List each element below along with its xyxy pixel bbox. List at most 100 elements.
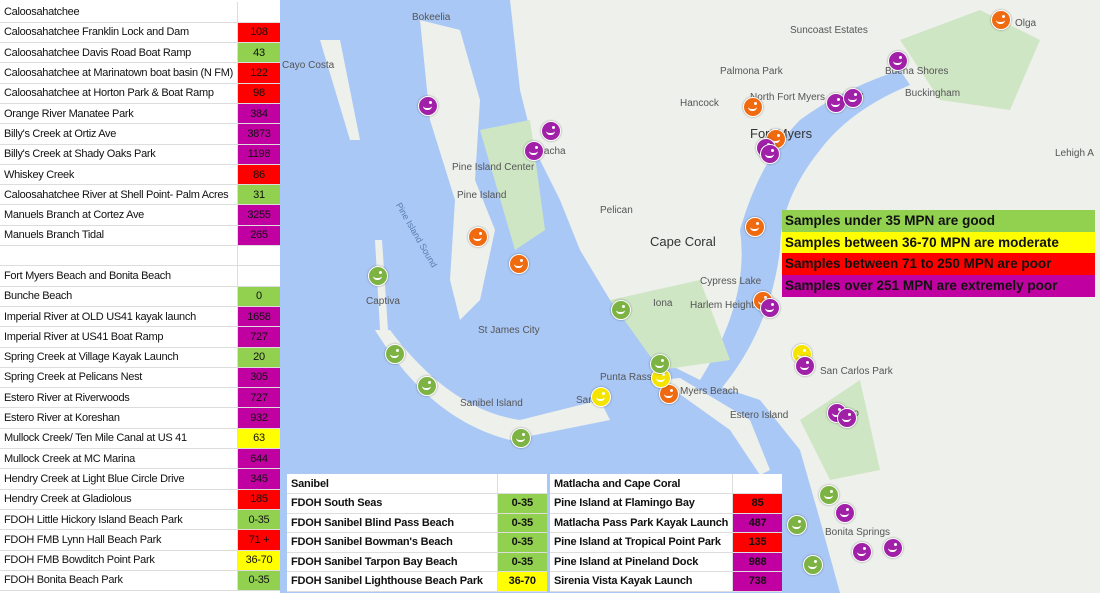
map-label: Estero Island [730, 410, 789, 421]
sample-site-marker-extreme[interactable] [835, 503, 855, 523]
sample-value: 36-70 [236, 550, 280, 571]
map-label: Punta Rassa [600, 372, 658, 383]
table-row: Spring Creek at Pelicans Nest 305 [0, 367, 280, 389]
table-row: FDOH Sanibel Blind Pass Beach 0-35 [287, 513, 547, 533]
site-name: FDOH South Seas [287, 493, 497, 514]
sample-site-marker-extreme[interactable] [418, 96, 438, 116]
site-name: Hendry Creek at Light Blue Circle Drive [0, 468, 238, 490]
sample-site-marker-extreme[interactable] [760, 144, 780, 164]
sample-value: 0-35 [496, 493, 547, 514]
map-label: Cayo Costa [282, 60, 335, 71]
map-label: Myers Beach [680, 386, 739, 397]
sample-site-marker-moderate[interactable] [591, 387, 611, 407]
legend-item-good: Samples under 35 MPN are good [782, 210, 1095, 232]
map-label: Pine Island [457, 190, 507, 201]
sample-value: 1658 [236, 306, 280, 328]
table-row: Manuels Branch Tidal 265 [0, 225, 280, 247]
sample-site-marker-extreme[interactable] [541, 121, 561, 141]
sample-value: 738 [732, 571, 782, 592]
site-name: Spring Creek at Village Kayak Launch [0, 347, 238, 368]
table-row: FDOH Sanibel Tarpon Bay Beach 0-35 [287, 552, 547, 572]
table-row: Estero River at Koreshan 932 [0, 407, 280, 429]
sample-site-marker-good[interactable] [511, 428, 531, 448]
sample-value: 727 [236, 326, 280, 348]
matlacha-cape-coral-table: Matlacha and Cape Coral Pine Island at Fl… [550, 474, 782, 592]
sample-value: 727 [236, 387, 280, 409]
table-section-header: Sanibel [287, 474, 547, 494]
table-row: Pine Island at Flamingo Bay 85 [550, 493, 782, 514]
table-row: Imperial River at US41 Boat Ramp 727 [0, 326, 280, 348]
table-row: Manuels Branch at Cortez Ave 3255 [0, 204, 280, 226]
table-row: Orange River Manatee Park 384 [0, 103, 280, 125]
table-section-header: Caloosahatchee [0, 2, 280, 23]
sample-site-marker-poor[interactable] [468, 227, 488, 247]
site-name: Sirenia Vista Kayak Launch [550, 571, 733, 592]
sample-value [236, 245, 280, 267]
sample-site-marker-good[interactable] [368, 266, 388, 286]
sample-site-marker-extreme[interactable] [843, 88, 863, 108]
legend-item-poor: Samples between 71 to 250 MPN are poor [782, 253, 1095, 276]
table-row: FDOH South Seas 0-35 [287, 493, 547, 514]
table-row: Spring Creek at Village Kayak Launch 20 [0, 347, 280, 368]
table-row: Whiskey Creek 86 [0, 164, 280, 186]
sample-site-marker-good[interactable] [650, 354, 670, 374]
map-label: Suncoast Estates [790, 25, 868, 36]
sample-value: 487 [732, 513, 782, 533]
table-row: Caloosahatchee at Marinatown boat basin … [0, 62, 280, 84]
sample-value: 305 [236, 367, 280, 389]
sample-site-marker-poor[interactable] [743, 97, 763, 117]
sample-site-marker-extreme[interactable] [888, 51, 908, 71]
sample-site-marker-extreme[interactable] [883, 538, 903, 558]
table-row: FDOH Sanibel Lighthouse Beach Park 36-70 [287, 571, 547, 592]
sample-value [732, 474, 782, 494]
sanibel-table: Sanibel FDOH South Seas 0-35 FDOH Sanibel B… [287, 474, 547, 592]
table-row: Bunche Beach 0 [0, 286, 280, 307]
site-name: Pine Island at Flamingo Bay [550, 493, 733, 514]
table-row: Mullock Creek at MC Marina 644 [0, 448, 280, 470]
site-name: FDOH FMB Bowditch Point Park [0, 550, 238, 571]
table-row: Sirenia Vista Kayak Launch 738 [550, 571, 782, 592]
table-section-header: Fort Myers Beach and Bonita Beach [0, 265, 280, 287]
sample-site-marker-extreme[interactable] [524, 141, 544, 161]
site-name: FDOH Little Hickory Island Beach Park [0, 509, 238, 531]
map-label: Pine Island Center [452, 162, 535, 173]
site-name: FDOH FMB Lynn Hall Beach Park [0, 529, 238, 551]
table-row: Caloosahatchee River at Shell Point- Pal… [0, 184, 280, 206]
sample-value: 63 [236, 428, 280, 450]
sample-value: 108 [236, 22, 280, 44]
table-row: Caloosahatchee at Horton Park & Boat Ram… [0, 83, 280, 104]
table-row: Mullock Creek/ Ten Mile Canal at US 41 63 [0, 428, 280, 450]
table-row: Pine Island at Pineland Dock 988 [550, 552, 782, 572]
sample-site-marker-good[interactable] [803, 555, 823, 575]
map-label: Cape Coral [650, 234, 716, 249]
sample-value: 71 + [236, 529, 280, 551]
sample-value: 644 [236, 448, 280, 470]
sample-site-marker-extreme[interactable] [837, 408, 857, 428]
table-row: Caloosahatchee Franklin Lock and Dam 108 [0, 22, 280, 44]
sample-value [496, 474, 547, 494]
sample-value: 0-35 [496, 552, 547, 572]
sample-value: 988 [732, 552, 782, 572]
sample-site-marker-extreme[interactable] [760, 298, 780, 318]
site-name: Hendry Creek at Gladiolous [0, 489, 238, 510]
site-name: Estero River at Riverwoods [0, 387, 238, 409]
sample-site-marker-good[interactable] [385, 344, 405, 364]
sample-site-marker-good[interactable] [611, 300, 631, 320]
sample-site-marker-good[interactable] [417, 376, 437, 396]
site-name: Billy's Creek at Ortiz Ave [0, 123, 238, 145]
table-row: Caloosahatchee Davis Road Boat Ramp 43 [0, 42, 280, 64]
sample-site-marker-extreme[interactable] [852, 542, 872, 562]
sample-site-marker-poor[interactable] [991, 10, 1011, 30]
sample-value: 0 [236, 286, 280, 307]
sample-site-marker-poor[interactable] [745, 217, 765, 237]
site-name: Caloosahatchee Davis Road Boat Ramp [0, 42, 238, 64]
sample-site-marker-good[interactable] [819, 485, 839, 505]
sample-value: 43 [236, 42, 280, 64]
map-label: Lehigh A [1055, 148, 1094, 159]
site-name: Orange River Manatee Park [0, 103, 238, 125]
sample-site-marker-poor[interactable] [509, 254, 529, 274]
table-row: Matlacha Pass Park Kayak Launch 487 [550, 513, 782, 533]
sample-site-marker-good[interactable] [787, 515, 807, 535]
sample-site-marker-extreme[interactable] [795, 356, 815, 376]
sample-site-marker-poor[interactable] [659, 384, 679, 404]
